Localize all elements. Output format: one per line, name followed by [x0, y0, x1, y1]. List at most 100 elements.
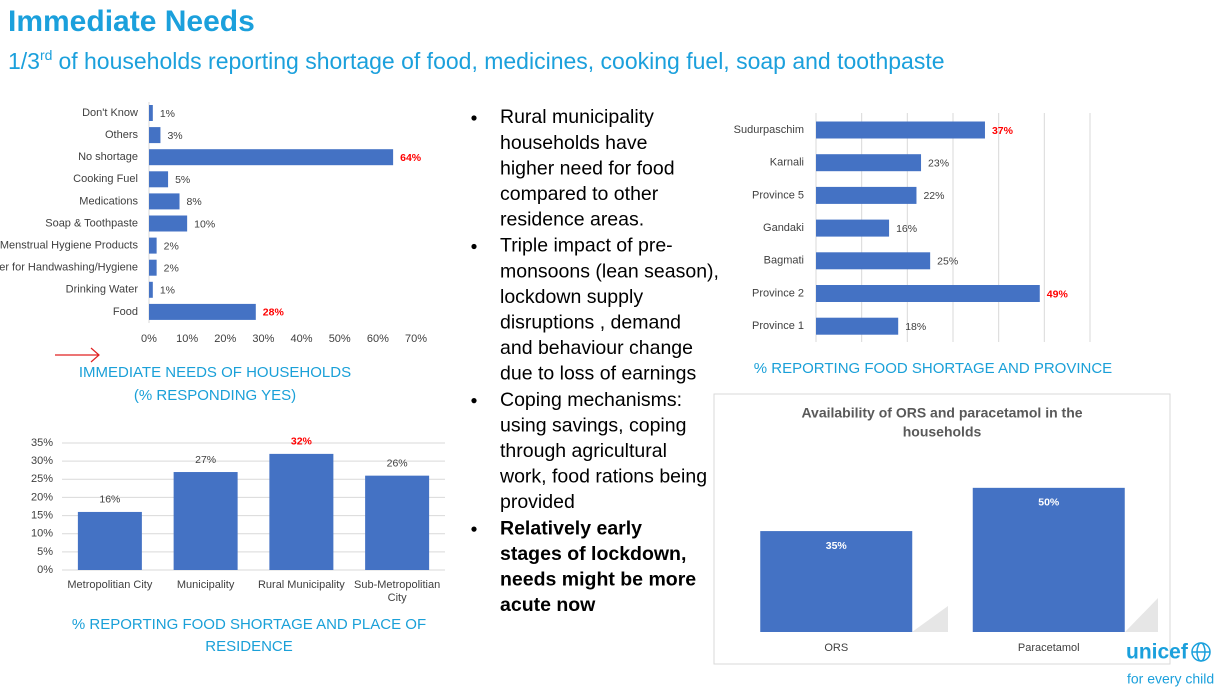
bullet-text: through agricultural: [500, 440, 667, 462]
value-label: 37%: [992, 125, 1014, 137]
y-tick-label: 30%: [31, 455, 53, 467]
bullet-text: Triple impact of pre-: [500, 235, 673, 257]
y-tick-label: 0%: [37, 564, 53, 576]
chart-title: households: [903, 424, 982, 440]
x-tick-label: 0%: [141, 333, 157, 345]
bullet-dot: [471, 398, 477, 404]
y-tick-label: 5%: [37, 546, 53, 558]
slide-subtitle: 1/3rd of households reporting shortage of…: [8, 40, 945, 76]
chart-title: Availability of ORS and paracetamol in t…: [801, 405, 1082, 421]
x-tick-label-box: Sub-Metropolitian City: [354, 579, 441, 604]
bar: [173, 472, 238, 570]
bullet-text: and behaviour change: [500, 337, 693, 359]
y-tick-label: No shortage: [78, 151, 138, 163]
y-tick-label: Cooking Fuel: [73, 173, 138, 185]
value-label: 49%: [1047, 288, 1069, 300]
y-tick-label: Water for Handwashing/Hygiene: [0, 262, 138, 274]
subtitle-text: of households reporting shortage of food…: [58, 48, 945, 74]
bar: [816, 285, 1040, 302]
bar: [149, 303, 256, 320]
bullet-text: Coping mechanisms:: [500, 389, 682, 411]
bar: [149, 171, 169, 188]
bar: [269, 453, 334, 570]
bar-shadow: [912, 606, 948, 632]
value-label: 5%: [175, 174, 190, 186]
chart-title: % REPORTING FOOD SHORTAGE AND PLACE OF: [72, 616, 426, 633]
x-tick-label: Sub-Metropolitian City: [354, 579, 441, 604]
bullet-text: households have: [500, 132, 647, 154]
y-tick-label: Drinking Water: [66, 284, 139, 296]
bar: [149, 237, 157, 254]
bullet-text: using savings, coping: [500, 414, 686, 436]
x-tick-label: Paracetamol: [1017, 642, 1080, 654]
bullet-text: acute now: [500, 594, 596, 616]
x-tick-label: 30%: [252, 333, 274, 345]
value-label: 32%: [291, 436, 313, 448]
bar: [816, 252, 931, 270]
y-tick-label: 20%: [31, 491, 53, 503]
value-label: 25%: [937, 256, 958, 268]
value-label: 16%: [99, 494, 120, 506]
bullet-text: lockdown supply: [500, 286, 643, 308]
y-tick-label: Karnali: [770, 157, 804, 169]
bullet-text: monsoons (lean season),: [500, 260, 719, 282]
subtitle-fraction: 1/3: [8, 48, 40, 74]
y-tick-label: 35%: [31, 437, 53, 449]
x-tick-label-box: Metropolitian City: [67, 579, 152, 591]
bar: [149, 215, 188, 232]
value-label: 18%: [905, 321, 926, 333]
bar: [816, 317, 899, 335]
y-tick-label: Menstrual Hygiene Products: [0, 240, 138, 252]
x-tick-label: 20%: [214, 333, 236, 345]
bar-shadow: [1125, 598, 1158, 632]
chart-title: % REPORTING FOOD SHORTAGE AND PROVINCE: [754, 360, 1112, 377]
value-label: 26%: [387, 457, 408, 469]
y-tick-label: 15%: [31, 509, 53, 521]
value-label: 50%: [1038, 497, 1060, 509]
bar: [816, 154, 922, 172]
y-tick-label: Province 2: [752, 287, 804, 299]
logo-name: unicef: [1126, 641, 1189, 664]
chart-title: (% RESPONDING YES): [134, 387, 296, 404]
bullet-text: work, food rations being: [499, 466, 707, 488]
bullet-text: provided: [500, 491, 575, 513]
value-label: 2%: [164, 240, 179, 252]
header: Immediate Needs 1/3rd of households repor…: [8, 4, 945, 76]
y-tick-label: Bagmati: [764, 255, 804, 267]
y-tick-label: 10%: [31, 528, 53, 540]
x-tick-label-box: Rural Municipality: [258, 579, 345, 591]
y-tick-label: Sudurpaschim: [734, 124, 804, 136]
y-tick-label: Others: [105, 129, 139, 141]
bullet-dot: [471, 243, 477, 250]
x-tick-label: ORS: [824, 642, 849, 654]
x-tick-label-box: ORS: [824, 642, 849, 654]
bullet-text: higher need for food: [500, 157, 675, 179]
x-tick-label: 70%: [405, 333, 427, 345]
bullet-text: due to loss of earnings: [500, 363, 696, 385]
chart-frame: [713, 393, 1171, 665]
arrow-head: [90, 347, 100, 363]
bar: [760, 531, 913, 632]
bar: [77, 511, 142, 570]
bullet-text: stages of lockdown,: [500, 543, 686, 565]
bullet-text: Rural municipality: [500, 106, 654, 128]
bar: [816, 121, 985, 139]
y-tick-label: Gandaki: [763, 222, 804, 234]
y-tick-label: 25%: [31, 473, 53, 485]
x-tick-label: 60%: [367, 333, 389, 345]
slide-title: Immediate Needs: [8, 5, 255, 38]
bar: [149, 193, 180, 210]
value-label: 2%: [164, 262, 179, 274]
value-label: 35%: [826, 540, 848, 552]
x-tick-label-box: Municipality: [177, 579, 234, 591]
value-label: 16%: [896, 223, 917, 235]
bullet-text: compared to other: [500, 183, 659, 205]
bullet-dot: [471, 115, 477, 121]
value-label: 22%: [923, 190, 944, 202]
x-tick-label-box: Paracetamol: [1017, 642, 1080, 654]
x-tick-label: 50%: [329, 333, 351, 345]
chart-title: RESIDENCE: [205, 638, 293, 655]
bar: [149, 127, 161, 144]
x-tick-label: 10%: [176, 333, 198, 345]
